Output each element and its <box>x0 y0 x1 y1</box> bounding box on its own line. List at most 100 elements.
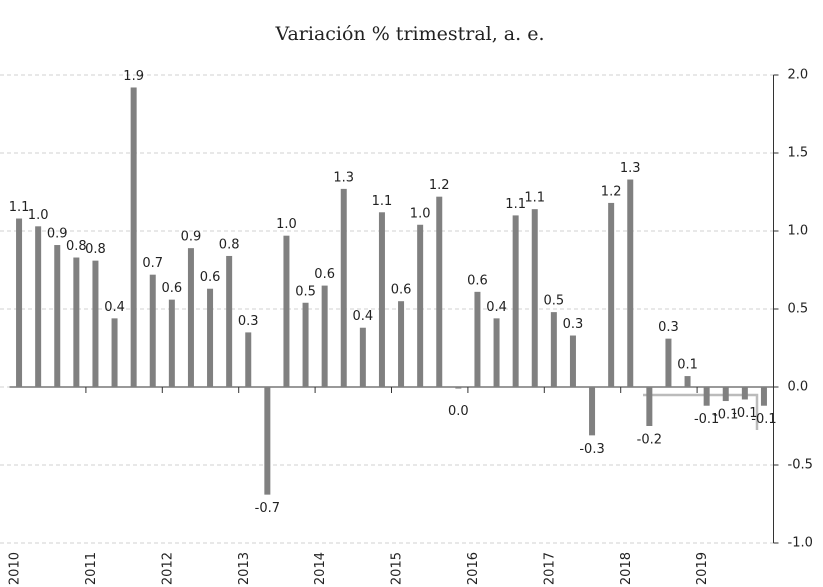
x-tick-label: 2016 <box>466 552 481 585</box>
value-label: 0.5 <box>295 284 316 299</box>
y-tick-label: 1.0 <box>788 224 809 239</box>
value-label: 1.2 <box>601 184 622 199</box>
reference-line <box>643 393 759 430</box>
bar <box>245 332 252 387</box>
value-label: -0.3 <box>579 442 604 457</box>
value-label: 0.9 <box>47 227 68 242</box>
value-label: 0.7 <box>142 256 163 271</box>
bar <box>130 87 137 387</box>
bar <box>512 215 519 387</box>
bar <box>646 387 653 426</box>
value-label: 1.1 <box>372 194 393 209</box>
bar <box>722 387 729 402</box>
value-label: -0.1 <box>713 408 738 423</box>
bar <box>54 245 61 387</box>
bar <box>550 312 557 387</box>
bar <box>149 274 156 387</box>
x-tick-label: 2015 <box>390 552 405 585</box>
y-tick-label: -0.5 <box>788 458 813 473</box>
value-label: 0.1 <box>677 358 698 373</box>
bar <box>741 387 748 400</box>
bar <box>378 212 385 387</box>
bar <box>35 226 42 387</box>
bar <box>321 285 328 387</box>
x-tick-label: 2018 <box>619 552 634 585</box>
bar <box>493 318 500 387</box>
bar <box>455 387 462 389</box>
y-tick-label: 0.0 <box>788 380 809 395</box>
x-tick-label: 2017 <box>542 552 557 585</box>
x-tick-label: 2011 <box>84 552 99 585</box>
value-label: 1.9 <box>123 69 144 84</box>
x-tick-label: 2014 <box>313 552 328 585</box>
value-label: -0.1 <box>732 406 757 421</box>
bar <box>187 248 194 387</box>
value-label: 0.4 <box>486 300 507 315</box>
value-label: 0.8 <box>66 239 87 254</box>
bar <box>665 338 672 387</box>
value-label: 1.1 <box>505 197 526 212</box>
bar <box>569 335 576 387</box>
y-tick-label: 0.5 <box>788 302 809 317</box>
bar <box>264 387 271 495</box>
value-label: 0.5 <box>544 294 565 309</box>
bar <box>92 260 99 387</box>
bar <box>627 179 634 387</box>
bar <box>111 318 118 387</box>
value-label: 0.8 <box>85 242 106 257</box>
value-label: 1.1 <box>9 200 30 215</box>
value-label: 0.3 <box>563 317 584 332</box>
value-label: 1.3 <box>620 161 641 176</box>
y-tick-label: -1.0 <box>788 536 813 551</box>
value-label: 1.1 <box>524 191 545 206</box>
bar <box>340 188 347 387</box>
bar <box>168 299 175 387</box>
chart-title: Variación % trimestral, a. e. <box>274 23 544 45</box>
value-label: 0.9 <box>181 230 202 245</box>
bar <box>207 288 214 387</box>
x-tick-label: 2019 <box>695 552 710 585</box>
bar <box>589 387 596 436</box>
y-tick-label: 2.0 <box>788 68 809 83</box>
bar <box>684 376 691 387</box>
bar <box>531 209 538 387</box>
bar <box>16 218 23 387</box>
value-label: 0.8 <box>219 237 240 252</box>
bar <box>302 302 309 387</box>
bar <box>283 235 290 387</box>
value-label: 0.6 <box>162 281 183 296</box>
value-label: 0.4 <box>104 300 125 315</box>
value-label: 1.0 <box>276 217 297 232</box>
value-label: -0.7 <box>255 501 280 516</box>
value-label: 0.0 <box>448 404 469 419</box>
bar <box>398 301 405 387</box>
value-label: 1.2 <box>429 178 450 193</box>
y-tick-label: 1.5 <box>788 146 809 161</box>
bar <box>226 255 233 387</box>
bar <box>703 387 710 406</box>
value-label: 0.6 <box>314 267 335 282</box>
value-label: 0.6 <box>391 283 412 298</box>
value-label: -0.1 <box>751 412 776 427</box>
bar <box>760 387 767 406</box>
value-label: 0.6 <box>200 270 221 285</box>
value-label: 0.6 <box>467 273 488 288</box>
x-tick-label: 2010 <box>8 552 23 585</box>
value-label: 1.0 <box>410 206 431 221</box>
x-tick-label: 2012 <box>160 552 175 585</box>
bar <box>436 196 443 387</box>
value-label: 1.3 <box>333 170 354 185</box>
value-label: -0.2 <box>637 433 662 448</box>
bar <box>608 202 615 387</box>
value-label: 0.3 <box>238 314 259 329</box>
bar <box>359 327 366 387</box>
value-label: 0.4 <box>353 309 374 324</box>
x-tick-label: 2013 <box>237 552 252 585</box>
bar <box>474 291 481 387</box>
value-label: 0.3 <box>658 320 679 335</box>
bar <box>417 224 424 387</box>
bar <box>73 257 80 387</box>
value-label: -0.1 <box>694 412 719 427</box>
value-label: 1.0 <box>28 208 49 223</box>
